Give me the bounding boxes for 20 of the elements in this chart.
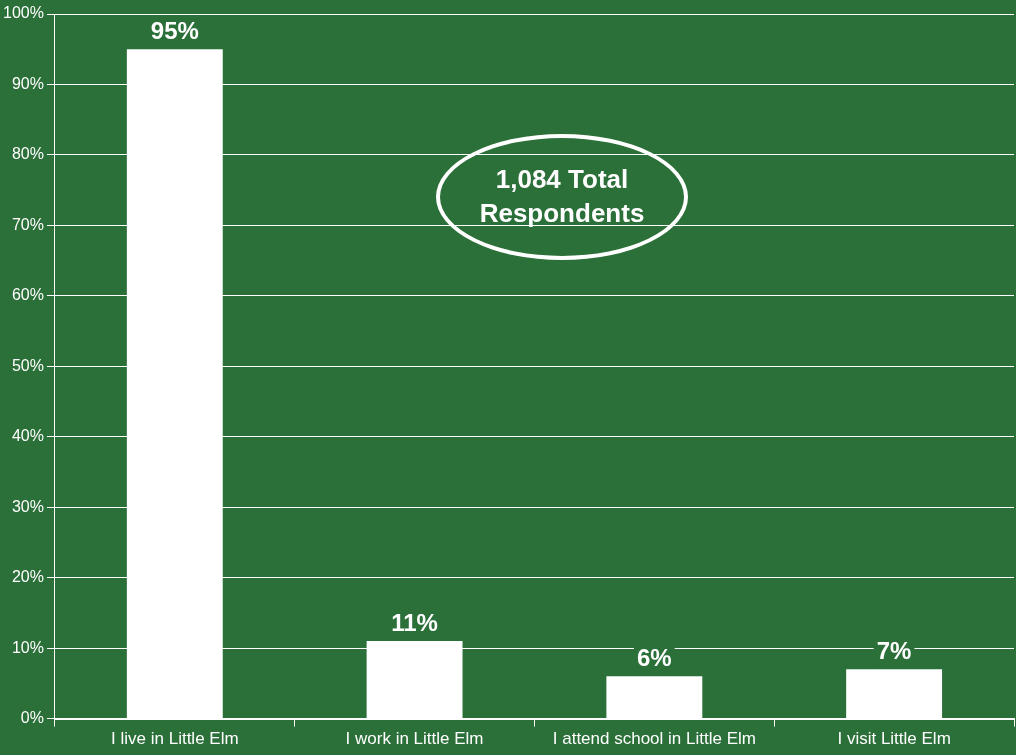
y-tick-label: 50% <box>11 356 44 374</box>
y-tick-label: 60% <box>11 286 44 304</box>
y-tick-label: 70% <box>11 215 44 233</box>
data-label: 6% <box>637 643 672 671</box>
y-tick-label: 100% <box>3 4 44 22</box>
data-label: 95% <box>150 16 199 44</box>
data-label: 7% <box>876 636 912 664</box>
x-tick-label: I live in Little Elm <box>111 729 239 749</box>
x-tick-label: I work in Little Elm <box>345 729 484 749</box>
y-tick-label: 20% <box>11 568 44 586</box>
y-tick-label: 30% <box>11 497 44 515</box>
y-tick-label: 80% <box>11 145 44 163</box>
x-tick-label: I attend school in Little Elm <box>552 729 756 749</box>
x-tick-label: I visit Little Elm <box>837 729 951 749</box>
y-tick-label: 10% <box>11 638 44 656</box>
ellipse-outline: 1,084 Total Respondents <box>436 134 688 260</box>
y-tick-label: 40% <box>11 427 44 445</box>
y-tick-label: 90% <box>11 74 44 92</box>
y-tick-label: 0% <box>20 709 44 727</box>
data-label: 11% <box>391 608 438 636</box>
